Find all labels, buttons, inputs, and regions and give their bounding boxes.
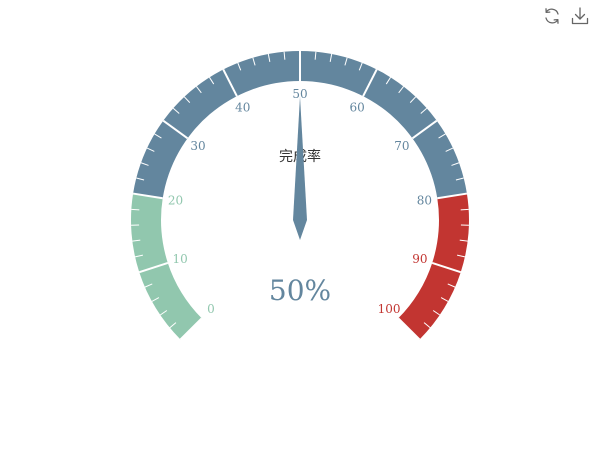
gauge-tick-label: 10 — [173, 252, 188, 266]
gauge-tick-label: 100 — [378, 302, 401, 316]
gauge-tick-label: 60 — [350, 101, 365, 115]
gauge-band-0 — [131, 194, 202, 340]
gauge-tick-label: 70 — [394, 139, 409, 153]
gauge-tick-label: 80 — [417, 193, 432, 207]
gauge-band-2 — [398, 194, 469, 340]
toolbox — [542, 6, 590, 26]
gauge-minor-tick — [131, 209, 139, 210]
gauge-minor-tick — [461, 209, 469, 210]
gauge-tick-label: 20 — [168, 193, 183, 207]
gauge-tick-label: 30 — [190, 139, 205, 153]
gauge-detail-value: 50% — [269, 274, 331, 307]
download-icon[interactable] — [570, 6, 590, 26]
gauge-tick-label: 0 — [207, 302, 215, 316]
gauge-tick-label: 40 — [235, 101, 250, 115]
gauge-pointer-group — [293, 97, 307, 240]
refresh-icon[interactable] — [542, 6, 562, 26]
gauge-pointer — [293, 97, 307, 240]
gauge-tick-label: 90 — [412, 252, 427, 266]
